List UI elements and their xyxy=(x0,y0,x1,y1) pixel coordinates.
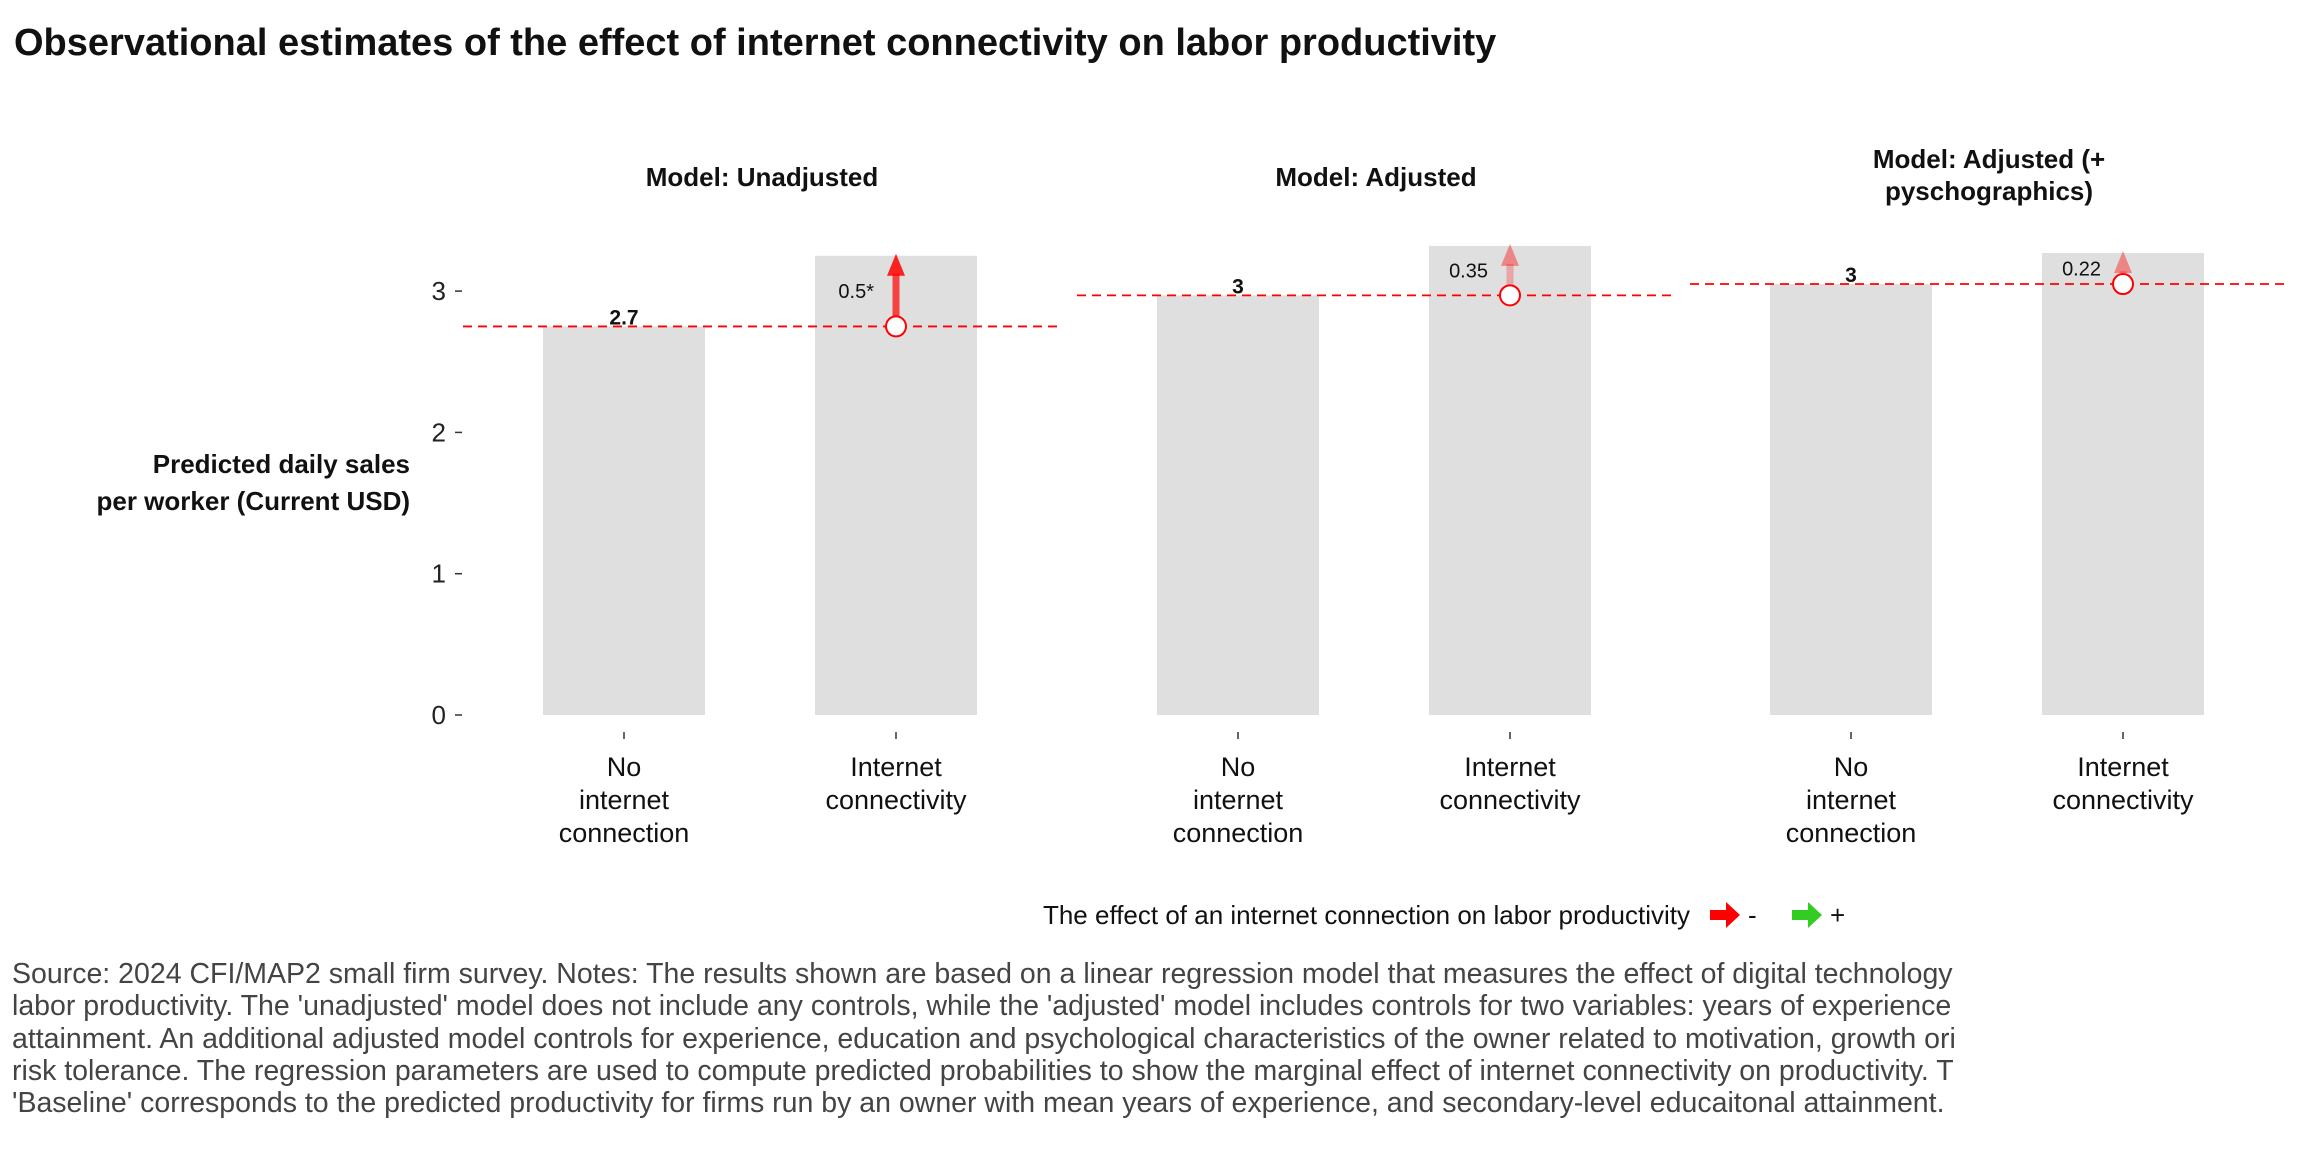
legend-arrow-icon xyxy=(1792,902,1822,928)
x-tick-label: Internet xyxy=(850,752,942,782)
y-tick-label: 3 xyxy=(432,276,446,306)
x-tick-label: Internet xyxy=(1464,752,1556,782)
x-tick-label: connectivity xyxy=(1439,785,1581,815)
legend-arrow-icon xyxy=(1710,902,1740,928)
bar xyxy=(543,326,705,715)
x-tick-label: No xyxy=(1834,752,1869,782)
y-tick-label: 0 xyxy=(432,700,446,730)
x-tick-label: connection xyxy=(559,818,690,848)
x-tick-label: connectivity xyxy=(2052,785,2194,815)
x-tick-label: internet xyxy=(1193,785,1284,815)
x-tick-label: connection xyxy=(1786,818,1917,848)
legend-title: The effect of an internet connection on … xyxy=(1043,900,1690,930)
baseline-point xyxy=(2112,273,2134,296)
x-tick-label: connectivity xyxy=(825,785,967,815)
baseline-value-label: 2.7 xyxy=(609,306,638,329)
effect-arrow-head xyxy=(887,253,905,276)
bar xyxy=(1429,245,1591,715)
panel-strip-label: pyschographics) xyxy=(1885,176,2093,206)
caption-line: 'Baseline' corresponds to the predicted … xyxy=(12,1087,1945,1120)
bar xyxy=(1770,284,1932,715)
y-axis-title: Predicted daily sales per worker (Curren… xyxy=(97,446,411,520)
effect-value-label: 0.35 xyxy=(1449,261,1488,283)
legend-item-label: + xyxy=(1830,900,1845,930)
baseline-value-label: 3 xyxy=(1845,264,1857,287)
effect-arrow-head xyxy=(2114,250,2132,273)
panel-strip-label: Model: Adjusted xyxy=(1275,162,1476,192)
caption-line: risk tolerance. The regression parameter… xyxy=(12,1054,1954,1087)
panel-strip-label: Model: Unadjusted xyxy=(646,162,879,192)
baseline-value-label: 3 xyxy=(1232,275,1244,298)
y-tick-label: 1 xyxy=(432,559,446,589)
caption: Source: 2024 CFI/MAP2 small firm survey.… xyxy=(12,958,2304,1119)
baseline-point xyxy=(885,315,907,338)
baseline-point xyxy=(1499,284,1521,307)
y-axis-title-line: Predicted daily sales xyxy=(152,449,410,479)
x-tick-label: internet xyxy=(1806,785,1897,815)
caption-line: attainment. An additional adjusted model… xyxy=(12,1022,1956,1055)
x-tick-label: Internet xyxy=(2077,752,2169,782)
effect-value-label: 0.22 xyxy=(2062,258,2101,280)
panel-strip-label: Model: Adjusted (+ xyxy=(1873,144,2105,174)
y-axis-title-line: per worker (Current USD) xyxy=(96,486,411,516)
x-tick-label: No xyxy=(607,752,642,782)
bar xyxy=(2042,252,2204,715)
x-tick-label: internet xyxy=(579,785,670,815)
caption-line: labor productivity. The 'unadjusted' mod… xyxy=(12,990,1952,1023)
x-tick-label: No xyxy=(1221,752,1256,782)
bar xyxy=(1157,295,1319,715)
effect-arrow-head xyxy=(1501,243,1519,266)
chart-title: Observational estimates of the effect of… xyxy=(14,22,1497,64)
caption-line: Source: 2024 CFI/MAP2 small firm survey.… xyxy=(12,958,1953,990)
y-tick-label: 2 xyxy=(432,417,446,447)
legend-item-label: - xyxy=(1748,900,1757,930)
x-tick-label: connection xyxy=(1173,818,1304,848)
effect-value-label: 0.5* xyxy=(838,281,874,303)
